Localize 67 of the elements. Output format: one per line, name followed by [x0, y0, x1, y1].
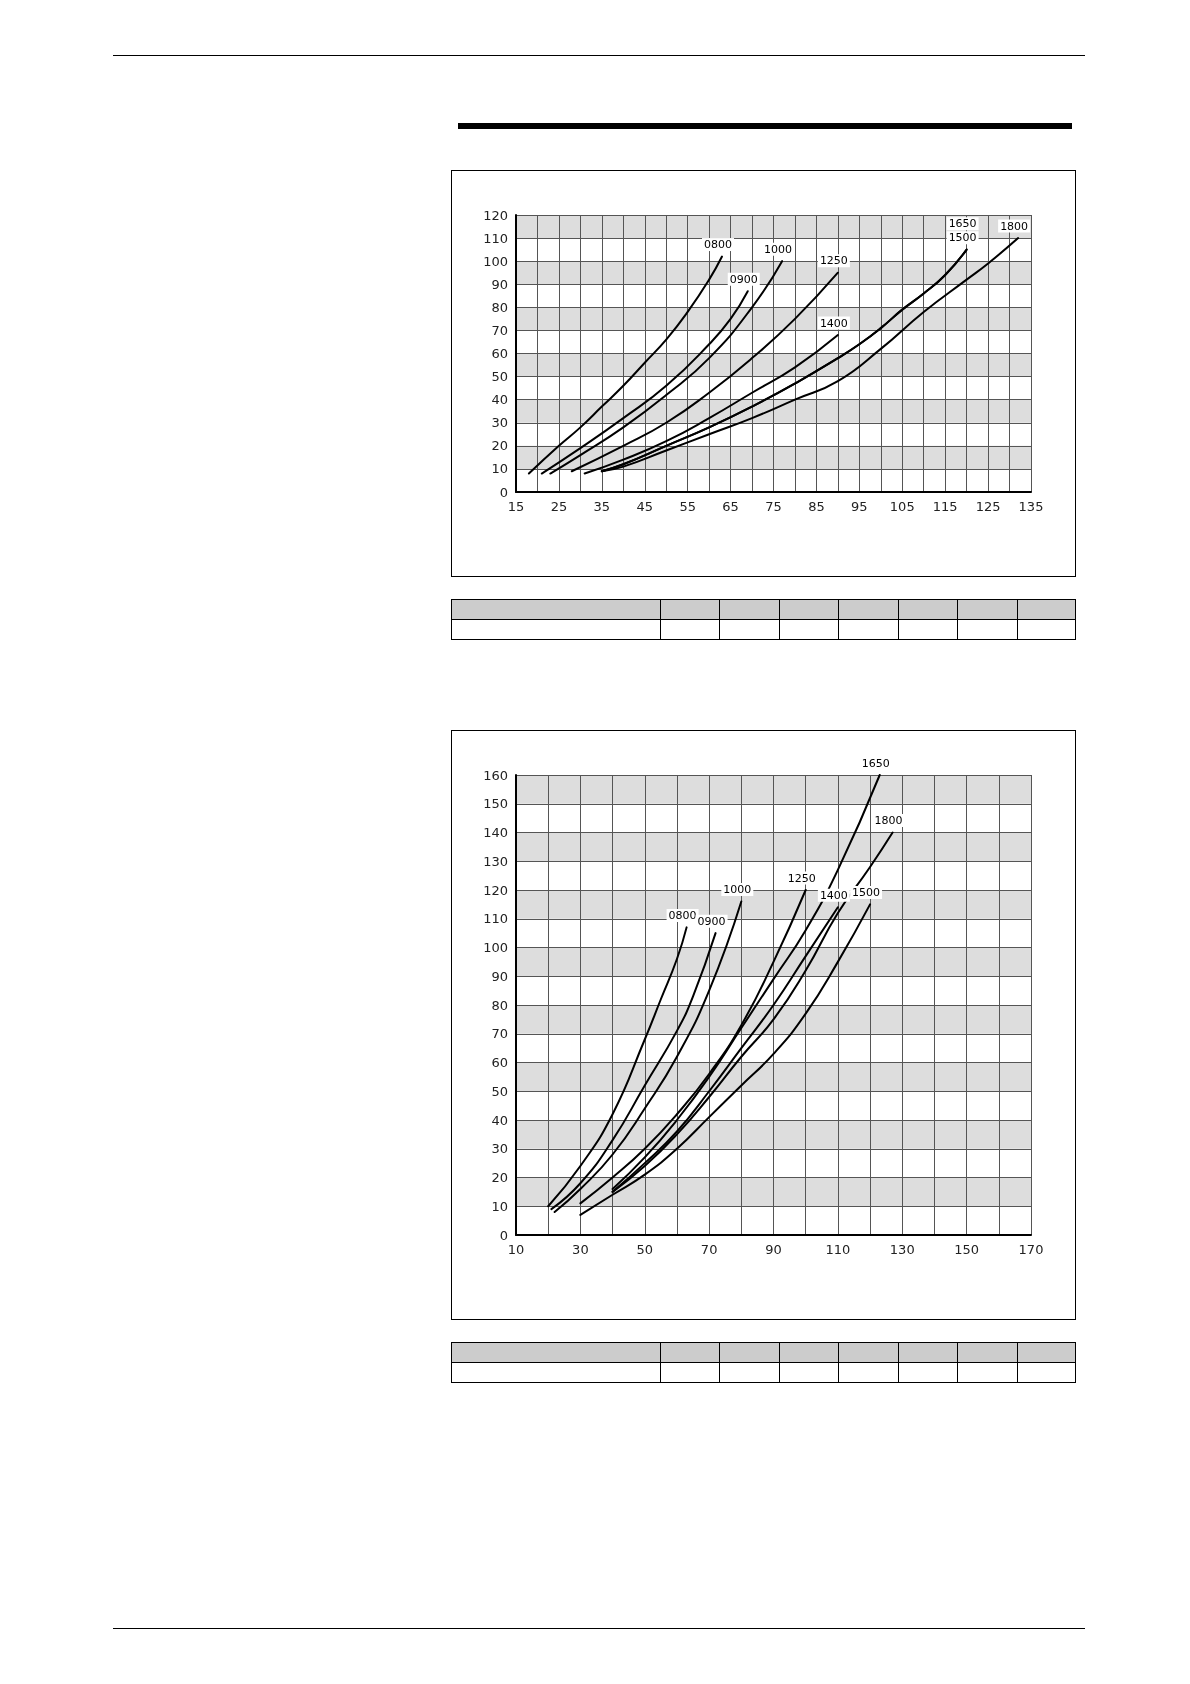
y-tick-label: 70 [491, 1026, 508, 1042]
y-tick-label: 10 [491, 1198, 508, 1214]
series-label: 1500 [948, 231, 977, 245]
y-tick-label: 0 [499, 1227, 508, 1243]
x-tick-label: 95 [851, 499, 868, 514]
x-tick-label: 55 [679, 499, 696, 514]
series-label: 1500 [852, 885, 881, 899]
y-tick-label: 30 [491, 1141, 508, 1157]
x-tick-label: 35 [593, 499, 611, 514]
series-label: 1650 [948, 217, 977, 231]
y-tick-label: 120 [483, 207, 508, 223]
x-tick-label: 115 [932, 499, 958, 514]
x-tick-label: 85 [808, 499, 825, 514]
y-tick-label: 60 [491, 1055, 508, 1070]
y-tick-label: 80 [491, 299, 508, 315]
series-label: 1250 [787, 871, 816, 885]
x-tick-label: 45 [636, 499, 654, 514]
y-tick-label: 100 [483, 253, 508, 269]
series-label: 0800 [704, 238, 732, 252]
series-label: 1650 [861, 756, 890, 770]
series-label: 1250 [819, 254, 848, 268]
x-tick-label: 105 [889, 499, 915, 514]
y-tick-label: 80 [491, 997, 508, 1013]
y-tick-label: 90 [491, 276, 508, 292]
series-label: 1800 [1000, 219, 1029, 233]
y-tick-label: 30 [491, 415, 508, 431]
y-tick-label: 40 [491, 392, 508, 408]
y-tick-label: 150 [483, 796, 508, 812]
x-tick-label: 50 [636, 1242, 654, 1257]
series-label: 1800 [874, 814, 903, 827]
y-tick-label: 0 [499, 484, 508, 500]
x-tick-label: 125 [975, 499, 1001, 514]
x-tick-label: 135 [1018, 499, 1044, 514]
x-tick-label: 90 [765, 1242, 782, 1257]
y-tick-label: 120 [483, 882, 508, 898]
x-tick-label: 15 [507, 499, 525, 514]
y-tick-label: 50 [491, 1083, 508, 1099]
y-tick-label: 90 [491, 968, 508, 984]
y-tick-label: 40 [491, 1112, 508, 1128]
y-tick-label: 20 [491, 1170, 508, 1185]
series-label: 0900 [729, 272, 758, 286]
y-tick-label: 130 [483, 853, 508, 869]
y-tick-label: 50 [491, 369, 508, 385]
y-tick-label: 70 [491, 322, 508, 338]
x-tick-label: 150 [954, 1242, 980, 1257]
x-tick-label: 70 [700, 1242, 718, 1257]
x-tick-label: 65 [722, 499, 739, 514]
x-tick-label: 25 [550, 499, 568, 514]
x-tick-label: 130 [889, 1242, 915, 1257]
y-tick-label: 20 [491, 438, 508, 454]
y-tick-label: 60 [491, 346, 508, 361]
series-label: 0900 [697, 914, 726, 928]
x-tick-label: 30 [572, 1242, 589, 1257]
series-label: 1400 [819, 316, 848, 330]
y-tick-label: 10 [491, 461, 508, 477]
y-tick-label: 160 [483, 767, 508, 783]
x-tick-label: 75 [765, 499, 782, 514]
y-tick-label: 110 [483, 911, 508, 927]
series-label: 1000 [723, 883, 752, 896]
series-label: 1000 [764, 242, 793, 256]
x-tick-label: 110 [825, 1242, 851, 1257]
series-label: 0800 [668, 908, 697, 922]
x-tick-label: 170 [1018, 1242, 1044, 1257]
y-tick-label: 140 [483, 825, 508, 840]
y-tick-label: 110 [483, 230, 508, 246]
y-tick-label: 100 [483, 940, 508, 955]
series-label: 1400 [819, 888, 848, 902]
